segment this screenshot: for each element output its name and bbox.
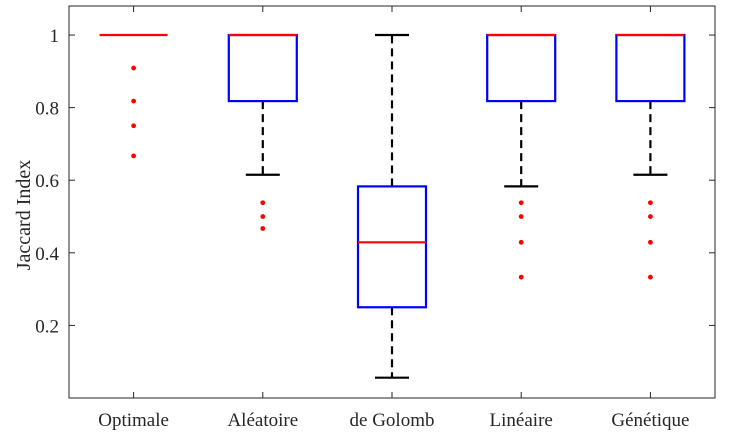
y-tick-label: 0.4 (35, 244, 59, 265)
outlier-point (131, 153, 137, 159)
outlier-point (648, 200, 653, 206)
outlier-point (648, 274, 653, 280)
boxes-layer (99, 33, 686, 379)
outlier-point (648, 214, 653, 219)
box-iqr (227, 33, 298, 103)
outlier-point (518, 239, 524, 245)
labels-layer: 0.2 0.4 0.6 0.8 1 Optimale Aléatoire de Golomb L… (35, 26, 689, 431)
outlier-point (260, 200, 266, 206)
x-tick-label: Linéaire (490, 410, 553, 431)
outlier-point (131, 123, 137, 129)
y-tick-label: 0.2 (35, 316, 59, 337)
box-group (99, 33, 168, 159)
outlier-point (518, 200, 524, 206)
x-tick-label: de Golomb (350, 410, 435, 431)
outlier-point (131, 65, 137, 71)
box-iqr (356, 185, 428, 309)
y-tick-label: 1 (50, 26, 60, 47)
axes-layer (68, 5, 716, 399)
outlier-point (518, 214, 524, 219)
box-group (356, 33, 428, 379)
outlier-point (648, 239, 653, 245)
x-tick-label: Aléatoire (227, 410, 298, 431)
y-tick-label: 0.8 (35, 99, 59, 120)
outlier-point (260, 226, 266, 231)
outlier-point (131, 98, 137, 104)
box-group (486, 33, 557, 280)
box-group (615, 33, 686, 280)
x-tick-label: Génétique (611, 410, 689, 431)
box-group (227, 33, 298, 231)
box-iqr (486, 33, 557, 103)
outlier-point (518, 274, 524, 280)
box-iqr (615, 33, 686, 103)
x-tick-label: Optimale (98, 410, 169, 431)
outlier-point (260, 214, 266, 219)
y-axis-label: Jaccard Index (13, 160, 35, 271)
y-tick-label: 0.6 (35, 171, 59, 192)
